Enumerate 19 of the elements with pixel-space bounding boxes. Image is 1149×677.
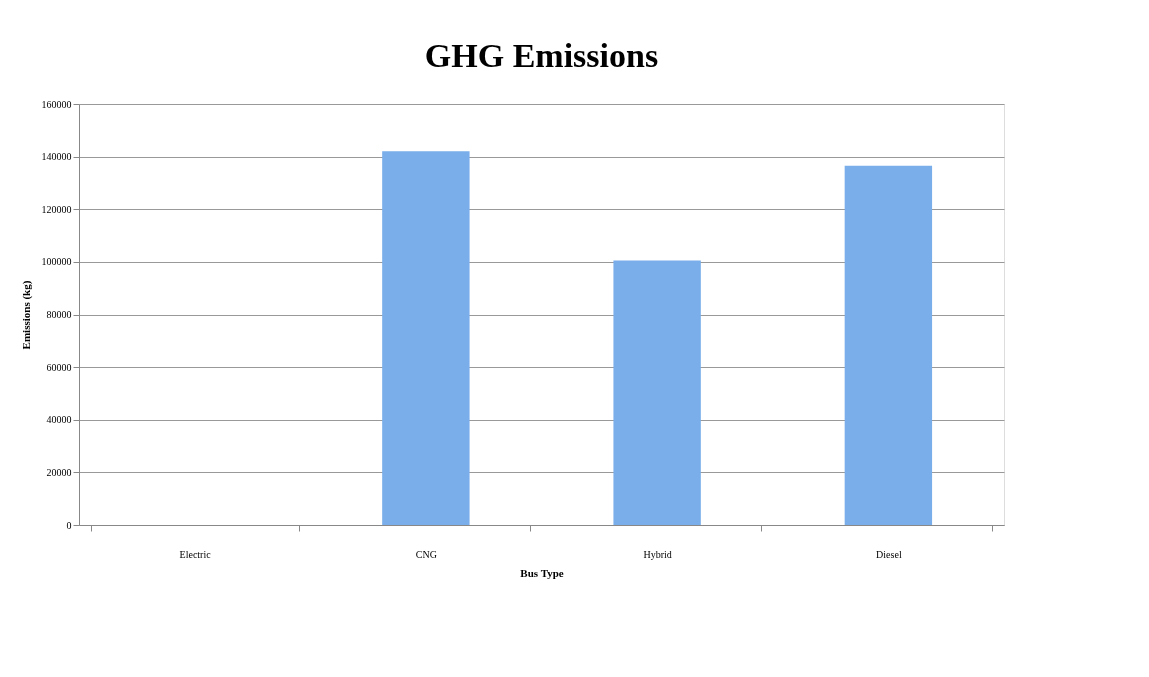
y-tick-label: 140000 <box>41 151 72 163</box>
y-tick-label: 80000 <box>46 309 72 320</box>
y-axis-title: Emissions (kg) <box>19 280 33 350</box>
y-tick-label: 60000 <box>46 361 72 373</box>
chart-title: GHG Emissions <box>424 37 659 74</box>
y-tick-label: 160000 <box>41 98 72 110</box>
x-tick-label: CNG <box>415 548 437 560</box>
y-tick-label: 40000 <box>46 414 72 426</box>
bar <box>844 165 933 525</box>
y-tick-label: 0 <box>66 519 72 531</box>
x-tick-label: Diesel <box>876 548 902 560</box>
bar <box>613 260 701 525</box>
x-tick-label: Electric <box>179 548 212 560</box>
y-tick-label: 20000 <box>46 466 72 478</box>
bar <box>382 151 470 525</box>
x-axis-title: Bus Type <box>520 566 564 579</box>
y-tick-label: 100000 <box>41 256 72 268</box>
x-tick-label: Hybrid <box>643 548 672 560</box>
y-tick-label: 120000 <box>41 203 72 215</box>
